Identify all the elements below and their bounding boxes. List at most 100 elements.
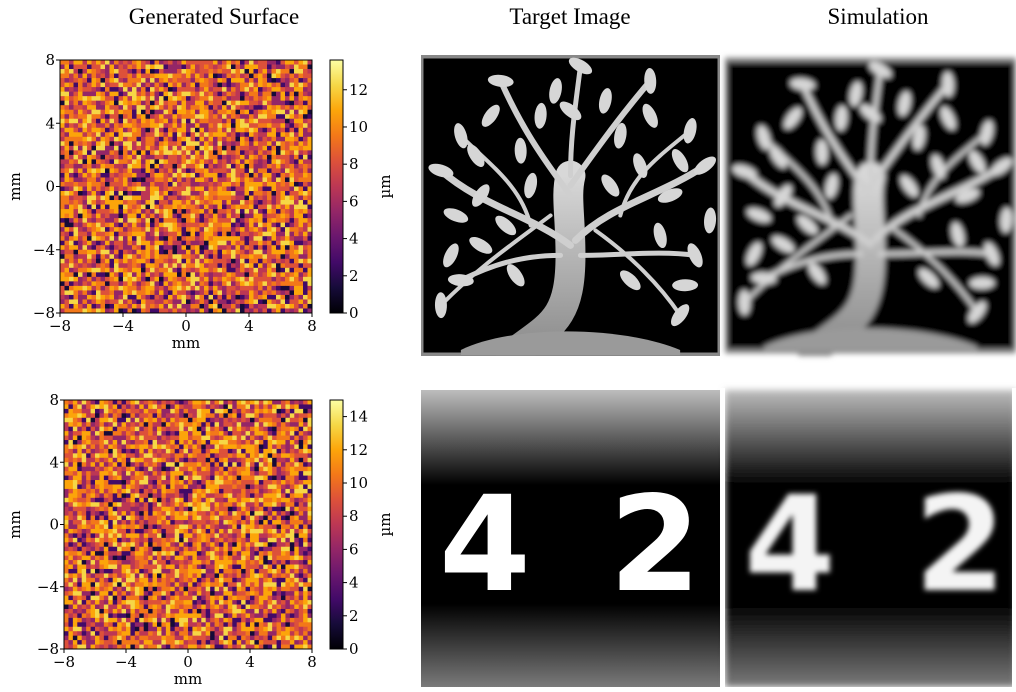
heatmap-cell — [204, 105, 209, 110]
heatmap-cell — [200, 254, 205, 259]
heatmap-cell — [164, 304, 169, 309]
heatmap-cell — [277, 409, 282, 414]
heatmap-cell — [153, 538, 158, 543]
heatmap-cell — [170, 404, 175, 409]
heatmap-cell — [155, 65, 160, 70]
heatmap-cell — [78, 236, 83, 241]
heatmap-cell — [285, 173, 290, 178]
heatmap-cell — [179, 502, 184, 507]
heatmap-cell — [128, 295, 133, 300]
heatmap-cell — [200, 281, 205, 286]
heatmap-cell — [74, 182, 79, 187]
heatmap-cell — [245, 74, 250, 79]
heatmap-cell — [210, 538, 215, 543]
heatmap-cell — [186, 87, 191, 92]
heatmap-cell — [188, 484, 193, 489]
heatmap-cell — [128, 177, 133, 182]
heatmap-cell — [227, 187, 232, 192]
heatmap-cell — [182, 168, 187, 173]
heatmap-cell — [294, 498, 299, 503]
heatmap-cell — [228, 431, 233, 436]
heatmap-cell — [87, 245, 92, 250]
heatmap-cell — [123, 83, 128, 88]
heatmap-cell — [285, 404, 290, 409]
heatmap-cell — [69, 250, 74, 255]
heatmap-cell — [78, 60, 83, 65]
heatmap-cell — [263, 484, 268, 489]
heatmap-cell — [113, 436, 118, 441]
heatmap-cell — [184, 502, 189, 507]
heatmap-cell — [249, 74, 254, 79]
heatmap-cell — [77, 538, 82, 543]
heatmap-cell — [294, 458, 299, 463]
heatmap-cell — [268, 462, 273, 467]
heatmap-cell — [69, 119, 74, 124]
heatmap-cell — [240, 299, 245, 304]
heatmap-cell — [159, 177, 164, 182]
heatmap-cell — [92, 60, 97, 65]
heatmap-cell — [95, 502, 100, 507]
heatmap-cell — [153, 440, 158, 445]
heatmap-cell — [139, 427, 144, 432]
heatmap-cell — [153, 462, 158, 467]
heatmap-cell — [254, 173, 259, 178]
heatmap-cell — [250, 453, 255, 458]
heatmap-cell — [168, 227, 173, 232]
heatmap-cell — [168, 241, 173, 246]
heatmap-cell — [139, 431, 144, 436]
heatmap-cell — [161, 431, 166, 436]
heatmap-cell — [195, 299, 200, 304]
heatmap-cell — [74, 150, 79, 155]
heatmap-cell — [254, 520, 259, 525]
heatmap-cell — [213, 164, 218, 169]
heatmap-cell — [258, 250, 263, 255]
heatmap-cell — [215, 489, 220, 494]
heatmap-cell — [276, 119, 281, 124]
heatmap-cell — [237, 444, 242, 449]
heatmap-cell — [204, 241, 209, 246]
heatmap-cell — [150, 105, 155, 110]
heatmap-cell — [173, 150, 178, 155]
heatmap-cell — [117, 453, 122, 458]
heatmap-cell — [191, 236, 196, 241]
heatmap-cell — [74, 286, 79, 291]
heatmap-cell — [215, 422, 220, 427]
heatmap-cell — [60, 123, 65, 128]
heatmap-cell — [92, 218, 97, 223]
heatmap-cell — [259, 489, 264, 494]
heatmap-cell — [141, 164, 146, 169]
heatmap-cell — [241, 502, 246, 507]
heatmap-cell — [87, 123, 92, 128]
heatmap-cell — [141, 187, 146, 192]
heatmap-cell — [281, 436, 286, 441]
heatmap-cell — [150, 272, 155, 277]
heatmap-cell — [218, 182, 223, 187]
heatmap-cell — [204, 304, 209, 309]
heatmap-cell — [249, 245, 254, 250]
heatmap-cell — [155, 250, 160, 255]
heatmap-cell — [128, 119, 133, 124]
heatmap-cell — [191, 96, 196, 101]
heatmap-cell — [299, 83, 304, 88]
heatmap-cell — [237, 467, 242, 472]
heatmap-cell — [132, 250, 137, 255]
heatmap-cell — [259, 507, 264, 512]
heatmap-cell — [223, 453, 228, 458]
heatmap-cell — [263, 290, 268, 295]
heatmap-cell — [177, 187, 182, 192]
heatmap-cell — [254, 498, 259, 503]
heatmap-cell — [272, 427, 277, 432]
heatmap-cell — [290, 418, 295, 423]
heatmap-cell — [155, 209, 160, 214]
heatmap-cell — [150, 250, 155, 255]
heatmap-cell — [197, 436, 202, 441]
heatmap-cell — [303, 516, 308, 521]
heatmap-cell — [245, 132, 250, 137]
heatmap-cell — [87, 101, 92, 106]
heatmap-cell — [130, 422, 135, 427]
heatmap-cell — [290, 168, 295, 173]
heatmap-cell — [157, 476, 162, 481]
heatmap-cell — [299, 250, 304, 255]
heatmap-cell — [285, 493, 290, 498]
heatmap-cell — [155, 105, 160, 110]
